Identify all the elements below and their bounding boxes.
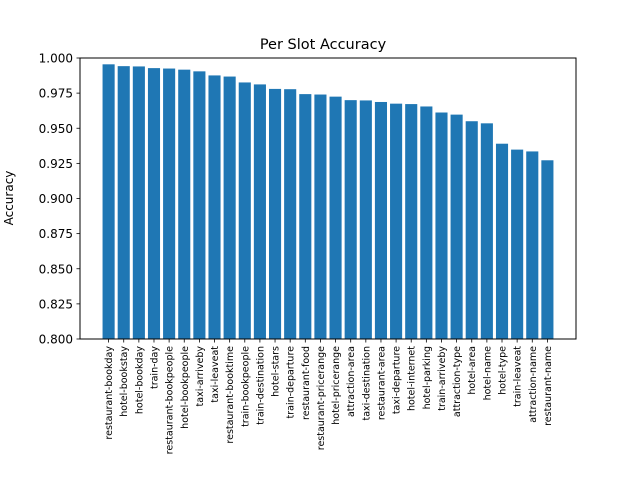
x-tick-label: taxi-arriveby — [195, 346, 206, 407]
x-tick-label: train-destination — [255, 346, 266, 425]
x-tick-label: train-arriveby — [437, 346, 448, 411]
bar-restaurant-bookday — [102, 64, 115, 339]
bar-hotel-parking — [420, 106, 433, 339]
y-tick-label: 0.800 — [39, 333, 73, 347]
bar-attraction-name — [526, 151, 539, 339]
bar-train-destination — [253, 84, 266, 339]
bar-restaurant-bookpeople — [163, 68, 176, 339]
x-tick-label: hotel-bookday — [134, 346, 145, 414]
x-tick-label: hotel-internet — [407, 346, 418, 411]
x-tick-label: attraction-area — [346, 346, 357, 417]
bar-hotel-name — [480, 123, 493, 339]
x-tick-label: train-day — [149, 346, 160, 389]
bar-restaurant-food — [299, 94, 312, 339]
y-tick-label: 0.975 — [39, 87, 73, 101]
bar-taxi-arriveby — [193, 71, 206, 339]
bar-restaurant-name — [541, 160, 554, 339]
x-tick-label: restaurant-bookpeople — [165, 346, 176, 454]
bar-restaurant-booktime — [223, 76, 236, 340]
chart-title: Per Slot Accuracy — [260, 37, 387, 53]
bar-hotel-internet — [405, 104, 418, 339]
x-tick-label: hotel-stars — [271, 346, 282, 397]
y-tick-label: 0.825 — [39, 297, 73, 311]
x-tick-label: taxi-leaveat — [210, 346, 221, 403]
x-tick-label: attraction-name — [528, 346, 539, 423]
y-tick-label: 0.875 — [39, 227, 73, 241]
bar-hotel-type — [495, 143, 509, 339]
y-axis-label: Accuracy — [2, 171, 16, 226]
y-axis: 0.800 0.825 0.850 0.875 0.900 0.925 0.950 0.975… — [39, 52, 80, 347]
x-tick-label: restaurant-name — [543, 346, 554, 426]
x-tick-label: hotel-bookstay — [119, 346, 130, 417]
x-tick-label: restaurant-area — [376, 346, 387, 420]
x-tick-label: attraction-type — [452, 346, 463, 417]
y-tick-label: 0.925 — [39, 157, 73, 171]
y-tick-label: 0.950 — [39, 122, 73, 136]
bar-train-leaveat — [511, 149, 524, 339]
bar-hotel-area — [465, 121, 478, 339]
x-tick-label: hotel-area — [467, 346, 478, 395]
bar-restaurant-area — [374, 101, 388, 339]
x-tick-label: taxi-departure — [392, 346, 403, 414]
bar-attraction-area — [344, 100, 357, 340]
x-tick-label: restaurant-food — [301, 346, 312, 420]
x-tick-label: train-bookpeople — [240, 346, 251, 427]
bar-hotel-pricerange — [329, 96, 342, 339]
x-tick-label: hotel-name — [482, 346, 493, 401]
bar-attraction-type — [450, 114, 463, 340]
x-tick-label: hotel-pricerange — [331, 346, 342, 425]
bar-restaurant-pricerange — [314, 94, 327, 339]
bar-train-arriveby — [435, 112, 448, 339]
bar-taxi-leaveat — [208, 75, 221, 340]
x-tick-label: train-departure — [286, 346, 297, 419]
x-tick-label: restaurant-booktime — [225, 346, 236, 444]
x-tick-label: taxi-destination — [361, 346, 372, 420]
y-tick-label: 0.850 — [39, 262, 73, 276]
bar-train-day — [147, 68, 161, 340]
plot-frame — [79, 57, 577, 340]
bar-hotel-stars — [268, 88, 282, 339]
bar-taxi-departure — [390, 103, 403, 339]
x-tick-label: train-leaveat — [513, 346, 524, 407]
x-tick-label: restaurant-pricerange — [316, 346, 327, 450]
bar-train-bookpeople — [238, 82, 251, 339]
x-tick-label: hotel-parking — [422, 346, 433, 409]
bar-train-departure — [284, 89, 297, 339]
bar-taxi-destination — [359, 100, 372, 340]
x-tick-label: restaurant-bookday — [104, 346, 115, 440]
bar-hotel-bookday — [132, 66, 145, 340]
bar-hotel-bookpeople — [178, 69, 191, 339]
bar-hotel-bookstay — [117, 66, 130, 340]
x-axis: restaurant-bookday hotel-bookstay hotel-bo… — [104, 339, 554, 454]
y-tick-label: 1.000 — [39, 52, 73, 66]
x-tick-label: hotel-bookpeople — [180, 346, 191, 429]
bars — [102, 64, 554, 340]
y-tick-label: 0.900 — [39, 192, 73, 206]
x-tick-label: hotel-type — [498, 346, 509, 395]
